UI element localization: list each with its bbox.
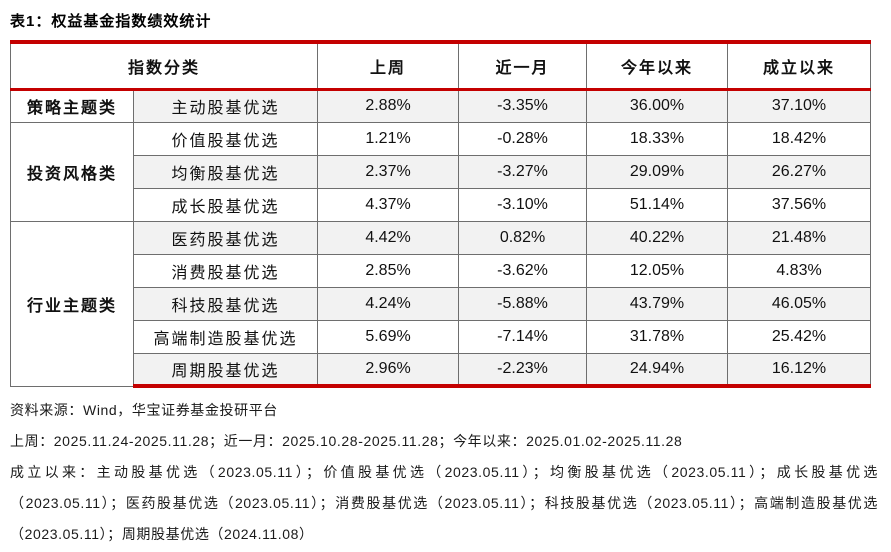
value-year-to-date: 29.09%: [586, 154, 729, 189]
table-row: 投资风格类 价值股基优选 1.21% -0.28% 18.33% 18.42%: [10, 121, 872, 222]
fund-index-name: 价值股基优选: [132, 121, 319, 156]
table-row: 均衡股基优选 2.37% -3.27% 29.09% 26.27%: [11, 154, 872, 189]
header-row: 指数分类 上周 近一月 今年以来 成立以来: [9, 40, 872, 91]
value-since-inception: 25.42%: [727, 319, 872, 354]
table-row: 策略主题类 主动股基优选 2.88% -3.35% 36.00% 37.10%: [10, 88, 872, 123]
value-last-week: 5.69%: [317, 319, 460, 354]
fund-index-name: 医药股基优选: [132, 220, 319, 255]
value-year-to-date: 36.00%: [586, 88, 729, 123]
value-since-inception: 26.27%: [727, 154, 872, 189]
table-row: 高端制造股基优选 5.69% -7.14% 31.78% 25.42%: [11, 319, 872, 354]
value-year-to-date: 24.94%: [586, 352, 729, 388]
value-since-inception: 37.10%: [727, 88, 872, 123]
value-year-to-date: 31.78%: [586, 319, 729, 354]
value-last-week: 4.37%: [317, 187, 460, 222]
header-last-week: 上周: [317, 40, 460, 91]
value-year-to-date: 43.79%: [586, 286, 729, 321]
table-title: 表1：权益基金指数绩效统计: [10, 13, 212, 30]
value-year-to-date: 51.14%: [586, 187, 729, 222]
value-past-month: -5.88%: [458, 286, 588, 321]
table-row: 行业主题类 医药股基优选 4.42% 0.82% 40.22% 21.48%: [10, 220, 872, 387]
value-past-month: -0.28%: [458, 121, 588, 156]
header-since-inception: 成立以来: [727, 40, 872, 91]
group-label-industry-theme: 行业主题类: [10, 220, 134, 387]
value-past-month: -3.10%: [458, 187, 588, 222]
fund-index-name: 高端制造股基优选: [132, 319, 319, 354]
period-definitions-note: 上周：2025.11.24-2025.11.28；近一月：2025.10.28-…: [10, 433, 683, 449]
fund-index-name: 周期股基优选: [132, 352, 319, 388]
value-last-week: 2.37%: [317, 154, 460, 189]
value-year-to-date: 40.22%: [586, 220, 729, 255]
value-last-week: 2.88%: [317, 88, 460, 123]
value-past-month: 0.82%: [458, 220, 588, 255]
table-row: 科技股基优选 4.24% -5.88% 43.79% 46.05%: [11, 286, 872, 321]
fund-index-name: 均衡股基优选: [132, 154, 319, 189]
value-since-inception: 16.12%: [727, 352, 872, 388]
value-since-inception: 46.05%: [727, 286, 872, 321]
fund-index-name: 消费股基优选: [132, 253, 319, 288]
value-since-inception: 18.42%: [727, 121, 872, 156]
value-past-month: -3.35%: [458, 88, 588, 123]
value-last-week: 4.24%: [317, 286, 460, 321]
fund-index-performance-table: 指数分类 上周 近一月 今年以来 成立以来 策略主题类 主动股基优选 2.88%…: [9, 40, 872, 388]
source-note: 资料来源：Wind，华宝证券基金投研平台: [10, 402, 278, 418]
value-year-to-date: 18.33%: [586, 121, 729, 156]
inception-dates-note: 成立以来：主动股基优选（2023.05.11）；价值股基优选（2023.05.1…: [10, 464, 878, 542]
value-since-inception: 21.48%: [727, 220, 872, 255]
value-past-month: -3.62%: [458, 253, 588, 288]
value-year-to-date: 12.05%: [586, 253, 729, 288]
group-label-investment-style: 投资风格类: [10, 121, 134, 222]
fund-index-name: 主动股基优选: [132, 88, 319, 123]
value-past-month: -3.27%: [458, 154, 588, 189]
group-label-strategy-theme: 策略主题类: [10, 88, 134, 123]
fund-index-name: 成长股基优选: [132, 187, 319, 222]
value-last-week: 1.21%: [317, 121, 460, 156]
table-row: 成长股基优选 4.37% -3.10% 51.14% 37.56%: [11, 187, 872, 222]
fund-index-name: 科技股基优选: [132, 286, 319, 321]
table-row: 周期股基优选 2.96% -2.23% 24.94% 16.12%: [11, 352, 872, 388]
value-last-week: 4.42%: [317, 220, 460, 255]
value-last-week: 2.85%: [317, 253, 460, 288]
table-footnotes: 资料来源：Wind，华宝证券基金投研平台 上周：2025.11.24-2025.…: [10, 395, 878, 550]
value-last-week: 2.96%: [317, 352, 460, 388]
value-past-month: -7.14%: [458, 319, 588, 354]
value-past-month: -2.23%: [458, 352, 588, 388]
header-past-month: 近一月: [458, 40, 588, 91]
value-since-inception: 37.56%: [727, 187, 872, 222]
table-row: 消费股基优选 2.85% -3.62% 12.05% 4.83%: [11, 253, 872, 288]
header-year-to-date: 今年以来: [586, 40, 729, 91]
value-since-inception: 4.83%: [727, 253, 872, 288]
header-index-category: 指数分类: [9, 40, 319, 91]
